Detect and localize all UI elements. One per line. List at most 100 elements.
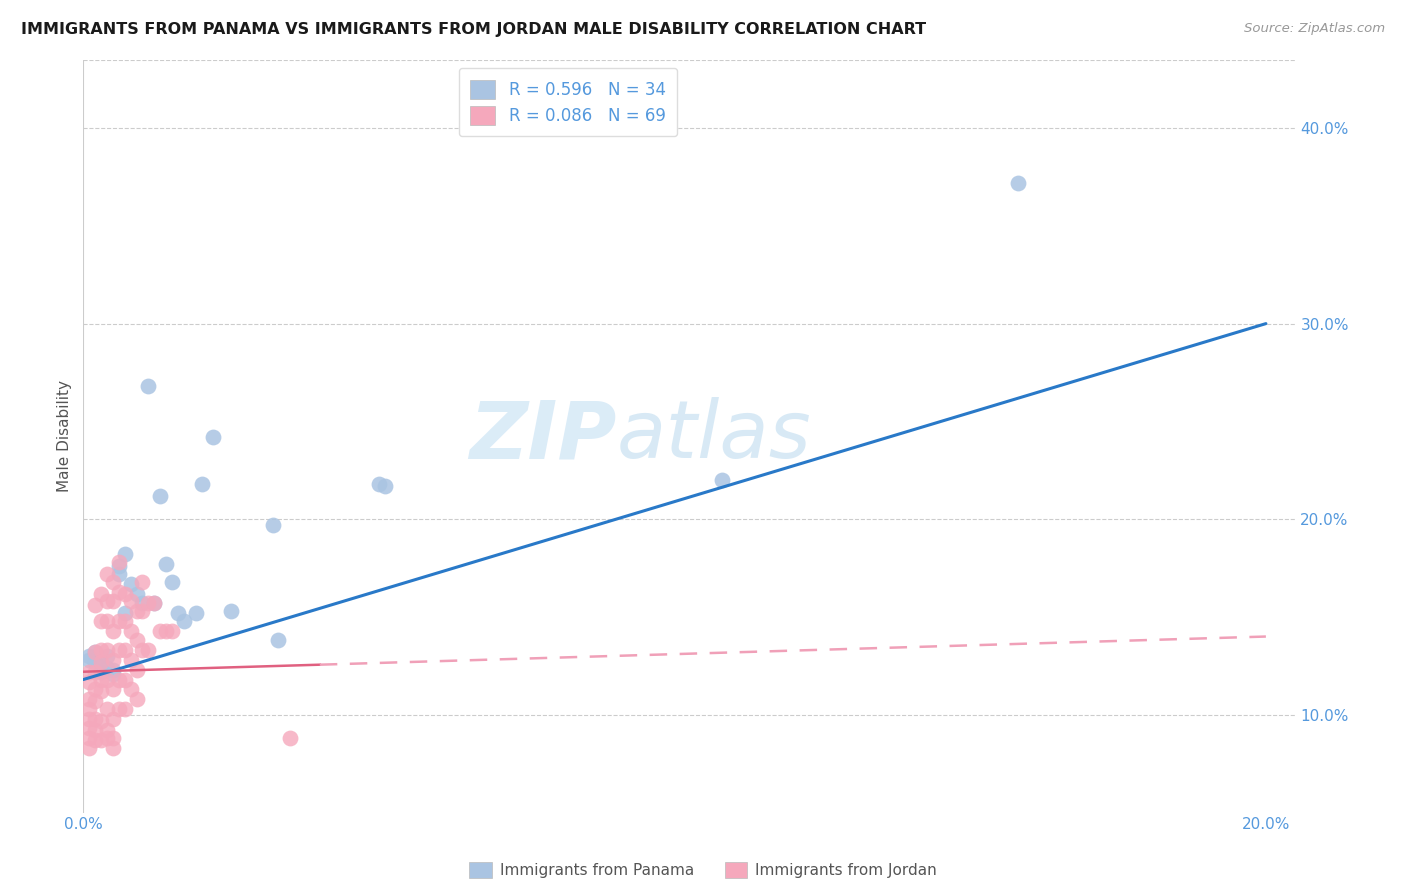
Point <box>1007 176 1029 190</box>
Point <box>96 731 118 746</box>
Point <box>77 692 100 706</box>
Point <box>114 548 136 562</box>
Point <box>96 723 118 738</box>
Point <box>120 682 142 697</box>
Point <box>90 655 112 669</box>
Point <box>96 649 118 664</box>
Point <box>114 702 136 716</box>
Point <box>155 624 177 638</box>
Point <box>101 712 124 726</box>
Point <box>138 643 160 657</box>
Point <box>184 606 207 620</box>
Point <box>77 665 100 679</box>
Point <box>96 643 118 657</box>
Point <box>90 733 112 747</box>
Point <box>107 584 129 599</box>
Point <box>84 645 107 659</box>
Point <box>101 682 124 697</box>
Point <box>101 653 124 667</box>
Point <box>120 576 142 591</box>
Point <box>107 702 129 716</box>
Point <box>125 604 148 618</box>
Point <box>114 673 136 687</box>
Point <box>77 712 100 726</box>
Point <box>278 731 301 746</box>
Point <box>96 702 118 716</box>
Legend: R = 0.596   N = 34, R = 0.086   N = 69: R = 0.596 N = 34, R = 0.086 N = 69 <box>458 68 678 136</box>
Point <box>101 731 124 746</box>
Point <box>77 722 100 736</box>
Point <box>131 574 153 589</box>
Point <box>84 655 107 669</box>
Point <box>107 643 129 657</box>
Text: IMMIGRANTS FROM PANAMA VS IMMIGRANTS FROM JORDAN MALE DISABILITY CORRELATION CHA: IMMIGRANTS FROM PANAMA VS IMMIGRANTS FRO… <box>21 22 927 37</box>
Point <box>96 566 118 581</box>
Point <box>143 596 166 610</box>
Point <box>84 682 107 697</box>
Point <box>107 566 129 581</box>
Point <box>131 643 153 657</box>
Point <box>101 624 124 638</box>
Point <box>84 733 107 747</box>
Point <box>202 430 225 444</box>
Point <box>160 574 183 589</box>
Point <box>374 479 396 493</box>
Point <box>90 586 112 600</box>
Text: atlas: atlas <box>617 397 811 475</box>
Point <box>125 633 148 648</box>
Point <box>84 694 107 708</box>
Point <box>90 684 112 698</box>
Legend: Immigrants from Panama, Immigrants from Jordan: Immigrants from Panama, Immigrants from … <box>463 856 943 884</box>
Point <box>101 574 124 589</box>
Y-axis label: Male Disability: Male Disability <box>58 380 72 492</box>
Point <box>190 477 212 491</box>
Point <box>84 599 107 613</box>
Point <box>160 624 183 638</box>
Point <box>114 606 136 620</box>
Point <box>131 604 153 618</box>
Point <box>138 379 160 393</box>
Point <box>107 673 129 687</box>
Point <box>101 663 124 677</box>
Point <box>77 674 100 689</box>
Point <box>114 643 136 657</box>
Point <box>84 645 107 659</box>
Point <box>125 692 148 706</box>
Point <box>219 604 242 618</box>
Point <box>120 594 142 608</box>
Point <box>96 661 118 675</box>
Point <box>90 665 112 679</box>
Point <box>96 614 118 628</box>
Point <box>138 596 160 610</box>
Point <box>368 477 391 491</box>
Point <box>101 666 124 681</box>
Point <box>90 673 112 687</box>
Point <box>90 714 112 728</box>
Point <box>149 489 172 503</box>
Point <box>77 731 100 746</box>
Point <box>262 518 284 533</box>
Point <box>155 557 177 571</box>
Point <box>84 665 107 679</box>
Point <box>101 594 124 608</box>
Text: ZIP: ZIP <box>470 397 617 475</box>
Point <box>77 741 100 756</box>
Point <box>84 712 107 726</box>
Point <box>77 702 100 716</box>
Point <box>149 624 172 638</box>
Point <box>90 657 112 671</box>
Point <box>107 614 129 628</box>
Point <box>90 643 112 657</box>
Point <box>101 741 124 756</box>
Point <box>173 614 195 628</box>
Point <box>710 473 733 487</box>
Point <box>77 649 100 664</box>
Point <box>96 594 118 608</box>
Point <box>131 596 153 610</box>
Point <box>84 723 107 738</box>
Point <box>143 596 166 610</box>
Point <box>120 653 142 667</box>
Point <box>77 653 100 667</box>
Text: Source: ZipAtlas.com: Source: ZipAtlas.com <box>1244 22 1385 36</box>
Point <box>125 586 148 600</box>
